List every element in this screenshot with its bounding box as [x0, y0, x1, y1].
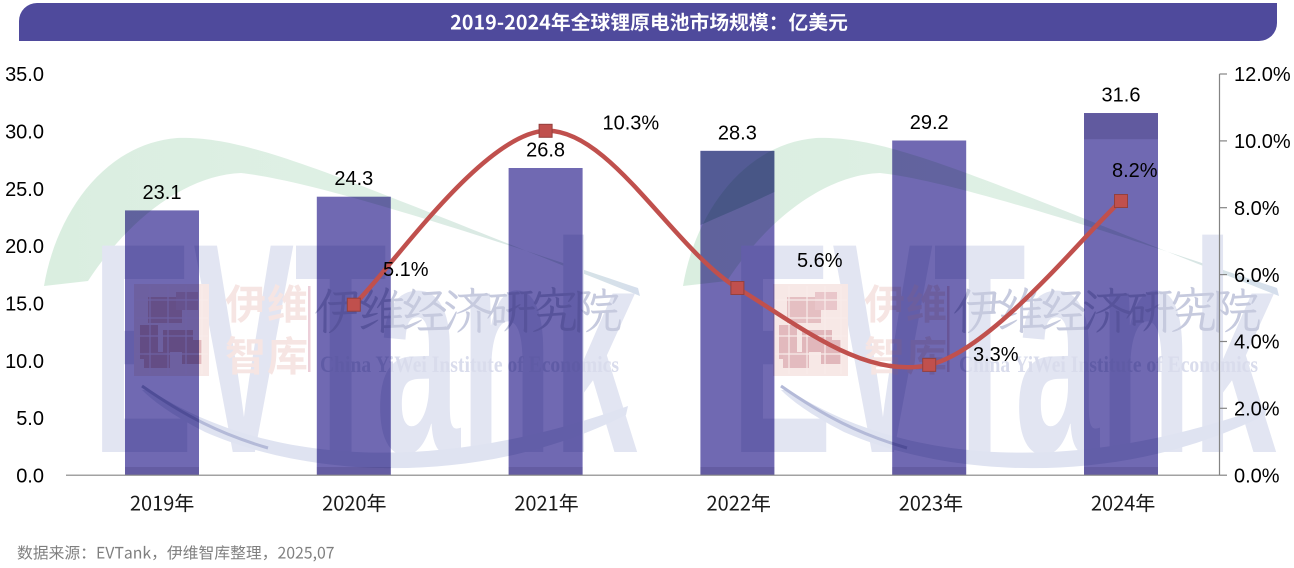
svg-text:28.3: 28.3: [718, 122, 757, 144]
svg-text:8.0%: 8.0%: [1234, 198, 1280, 220]
svg-text:China YiWei Institute of Econo: China YiWei Institute of Economics: [320, 352, 619, 377]
svg-text:0.0%: 0.0%: [1234, 465, 1280, 487]
svg-text:10.0: 10.0: [5, 351, 44, 373]
svg-text:31.6: 31.6: [1102, 85, 1141, 107]
svg-text:4.0%: 4.0%: [1234, 332, 1280, 354]
svg-text:30.0: 30.0: [5, 122, 44, 144]
svg-text:10.0%: 10.0%: [1234, 131, 1291, 153]
svg-text:12.0%: 12.0%: [1234, 64, 1291, 86]
svg-text:5.1%: 5.1%: [383, 259, 429, 281]
svg-text:5.6%: 5.6%: [797, 250, 843, 272]
svg-text:26.8: 26.8: [526, 140, 565, 162]
svg-text:35.0: 35.0: [5, 64, 44, 86]
svg-text:2.0%: 2.0%: [1234, 399, 1280, 421]
svg-text:20.0: 20.0: [5, 236, 44, 258]
svg-text:3.3%: 3.3%: [973, 344, 1019, 366]
svg-text:0.0: 0.0: [16, 465, 44, 487]
svg-text:6.0%: 6.0%: [1234, 265, 1280, 287]
svg-text:23.1: 23.1: [143, 182, 182, 204]
svg-text:24.3: 24.3: [334, 168, 373, 190]
svg-text:15.0: 15.0: [5, 294, 44, 316]
svg-text:8.2%: 8.2%: [1112, 160, 1158, 182]
svg-text:5.0: 5.0: [16, 408, 44, 430]
svg-text:25.0: 25.0: [5, 179, 44, 201]
svg-text:29.2: 29.2: [910, 112, 949, 134]
svg-text:10.3%: 10.3%: [603, 113, 660, 135]
